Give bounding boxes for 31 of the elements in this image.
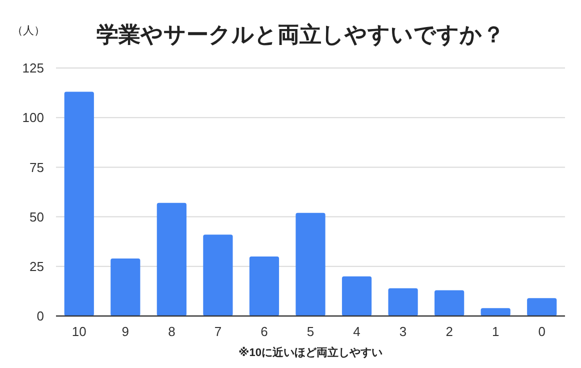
- y-tick-label: 100: [22, 110, 44, 126]
- bar: [434, 290, 464, 316]
- x-tick-label: 5: [306, 324, 314, 339]
- x-tick-label: 7: [214, 324, 222, 339]
- x-tick-label: 1: [492, 324, 500, 339]
- x-tick-label: 3: [399, 324, 407, 339]
- x-tick-label: 4: [353, 324, 360, 339]
- bar: [249, 256, 280, 316]
- x-tick-label: 9: [122, 324, 130, 339]
- y-tick-label: 25: [30, 258, 44, 274]
- bar: [480, 308, 510, 316]
- x-tick-label: 0: [538, 324, 546, 339]
- bar: [156, 202, 186, 316]
- y-axis-title: （人）: [12, 25, 45, 37]
- x-tick-label: 10: [72, 324, 86, 339]
- y-tick-label: 0: [36, 308, 44, 324]
- bar: [203, 234, 233, 316]
- bar: [64, 92, 94, 316]
- x-tick-label: 8: [168, 324, 176, 339]
- y-tick-label: 50: [30, 209, 44, 224]
- bar: [110, 258, 140, 316]
- bar: [388, 288, 418, 316]
- x-tick-label: 2: [446, 324, 453, 339]
- bar: [342, 276, 372, 316]
- bar: [296, 212, 326, 316]
- chart-title: 学業やサークルと両立しやすいですか？: [96, 22, 504, 47]
- y-tick-label: 75: [30, 160, 44, 175]
- x-axis-title: ※10に近いほど両立しやすい: [238, 346, 382, 359]
- y-tick-label: 125: [22, 60, 44, 76]
- bar: [527, 298, 557, 316]
- x-tick-label: 6: [260, 324, 268, 339]
